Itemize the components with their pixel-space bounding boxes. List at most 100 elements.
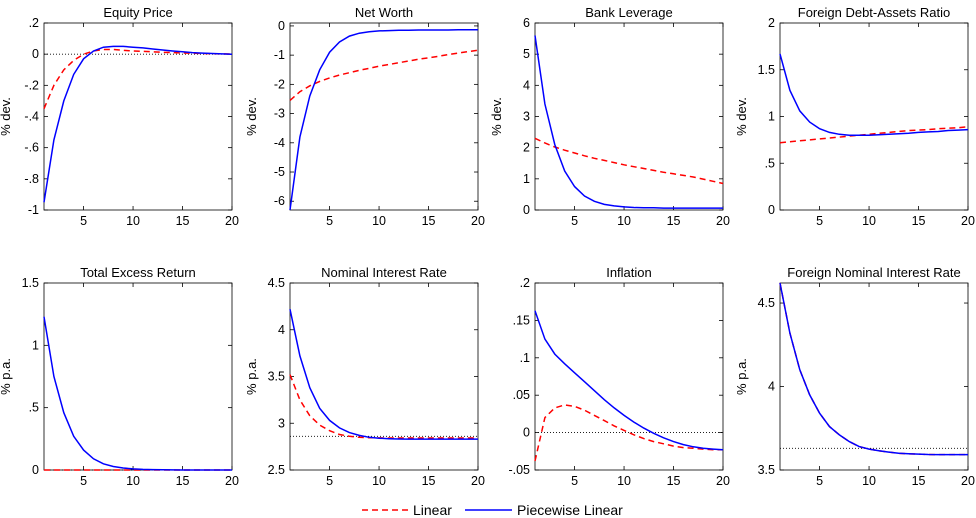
x-tick-label: 5 (326, 214, 333, 228)
legend-linear-label: Linear (413, 502, 452, 518)
plot-frame (289, 282, 479, 471)
y-tick-label: 0 (32, 47, 39, 61)
y-tick-label: -4 (274, 136, 285, 150)
series-linear-line (534, 137, 724, 185)
y-tick-label: 0 (523, 203, 530, 217)
y-tick-label: 2 (768, 16, 775, 30)
x-tick-label: 20 (961, 214, 975, 228)
panels: Equity Price% dev.-1-.8-.6-.4-.20.251015… (0, 5, 975, 488)
x-tick-label: 10 (617, 474, 631, 488)
x-tick-label: 15 (176, 214, 190, 228)
x-tick-label: 10 (126, 214, 140, 228)
x-tick-label: 10 (126, 474, 140, 488)
x-tick-label: 20 (225, 474, 239, 488)
series-linear-line (534, 404, 723, 462)
x-tick-label: 5 (816, 214, 823, 228)
y-axis-label: % p.a. (0, 358, 13, 395)
x-tick-label: 15 (422, 214, 436, 228)
x-tick-label: 10 (372, 214, 386, 228)
chart-title: Foreign Nominal Interest Rate (787, 265, 960, 280)
y-axis-label: % dev. (244, 97, 259, 136)
y-tick-label: -6 (274, 194, 285, 208)
chart-title: Bank Leverage (585, 5, 672, 20)
panel-3: Bank Leverage % dev. 0 1 2 3 4 5 6 5 10 15 20 (489, 5, 730, 228)
series-piecewise-line (43, 316, 232, 471)
x-tick-label: 10 (862, 214, 876, 228)
x-tick-label: 15 (912, 214, 926, 228)
x-tick-label: 5 (80, 214, 87, 228)
y-tick-label: .5 (765, 156, 775, 170)
y-tick-label: -1 (274, 48, 285, 62)
x-tick-label: 15 (912, 474, 926, 488)
y-tick-label: -.05 (508, 463, 530, 477)
series-piecewise-line (534, 35, 723, 209)
y-tick-label: 4.5 (758, 296, 775, 310)
y-tick-label: 1.5 (758, 63, 775, 77)
y-tick-label: 2 (523, 141, 530, 155)
panel-6: Nominal Interest Rate % p.a. 2.5 3 3.5 4 4.5 5 1… (244, 265, 485, 488)
y-tick-label: .05 (513, 388, 530, 402)
y-axis-label: % p.a. (734, 358, 749, 395)
panel-5: Total Excess Return % p.a. 0 .5 1 1.5 5 10 15 20 (0, 265, 239, 488)
chart-title: Total Excess Return (80, 265, 196, 280)
x-tick-label: 15 (667, 214, 681, 228)
x-tick-label: 20 (716, 214, 730, 228)
x-tick-label: 15 (667, 474, 681, 488)
x-tick-label: 15 (422, 474, 436, 488)
x-tick-label: 5 (571, 474, 578, 488)
y-tick-label: -3 (274, 107, 285, 121)
y-tick-label: -5 (274, 165, 285, 179)
y-tick-label: 4 (278, 323, 285, 337)
y-tick-label: 1 (768, 110, 775, 124)
y-tick-label: -.2 (24, 78, 39, 92)
chart-title: Nominal Interest Rate (321, 265, 447, 280)
x-tick-label: 20 (961, 474, 975, 488)
series-linear-line (779, 126, 969, 144)
y-tick-label: 3.5 (758, 463, 775, 477)
y-tick-label: 3.5 (268, 370, 285, 384)
plot-frame (289, 22, 479, 211)
series-piecewise-line (534, 310, 724, 451)
chart-title: Equity Price (103, 5, 172, 20)
series-piecewise-line (779, 282, 968, 456)
series-piecewise-line (43, 45, 233, 203)
chart-title: Foreign Debt-Assets Ratio (798, 5, 950, 20)
x-tick-label: 5 (571, 214, 578, 228)
x-tick-label: 20 (225, 214, 239, 228)
y-tick-label: .5 (29, 401, 39, 415)
y-tick-label: 0 (768, 203, 775, 217)
y-tick-label: 4 (768, 380, 775, 394)
y-tick-label: -2 (274, 77, 285, 91)
panel-7: Inflation -.05 0 .05 .1 .15 .2 5 10 15 20 (508, 265, 730, 488)
x-tick-label: 10 (862, 474, 876, 488)
x-tick-label: 15 (176, 474, 190, 488)
x-tick-label: 5 (326, 474, 333, 488)
x-tick-label: 10 (372, 474, 386, 488)
series-linear-line (43, 48, 233, 109)
y-tick-label: 4.5 (268, 276, 285, 290)
y-tick-label: -1 (28, 203, 39, 217)
x-tick-label: 5 (816, 474, 823, 488)
y-tick-label: 1 (32, 338, 39, 352)
panel-1: Equity Price % dev. -1 -.8 -.6 -.4 -.2 0 .2 5 10 15… (0, 5, 239, 228)
series-linear-line (289, 49, 479, 101)
series-piecewise-line (289, 28, 478, 211)
chart-title: Inflation (606, 265, 652, 280)
x-tick-label: 20 (471, 474, 485, 488)
y-tick-label: .1 (520, 351, 530, 365)
y-tick-label: .15 (513, 313, 530, 327)
y-tick-label: 0 (523, 426, 530, 440)
y-axis-label: % dev. (489, 97, 504, 136)
panel-8: Foreign Nominal Interest Rate % p.a. 3.5 4 4… (734, 265, 975, 488)
panel-2: Net Worth % dev. -6 -5 -4 -3 -2 -1 0 5 10 15 20 (244, 5, 485, 228)
y-tick-label: 3 (523, 110, 530, 124)
x-tick-label: 10 (617, 214, 631, 228)
x-tick-label: 20 (716, 474, 730, 488)
series-piecewise-line (779, 53, 969, 136)
plot-frame (779, 22, 969, 211)
y-tick-label: 0 (32, 463, 39, 477)
panel-4: Foreign Debt-Assets Ratio % dev. 0 .5 1 1.5 2 5… (734, 5, 975, 228)
y-tick-label: 0 (278, 19, 285, 33)
plot-frame (43, 282, 233, 471)
